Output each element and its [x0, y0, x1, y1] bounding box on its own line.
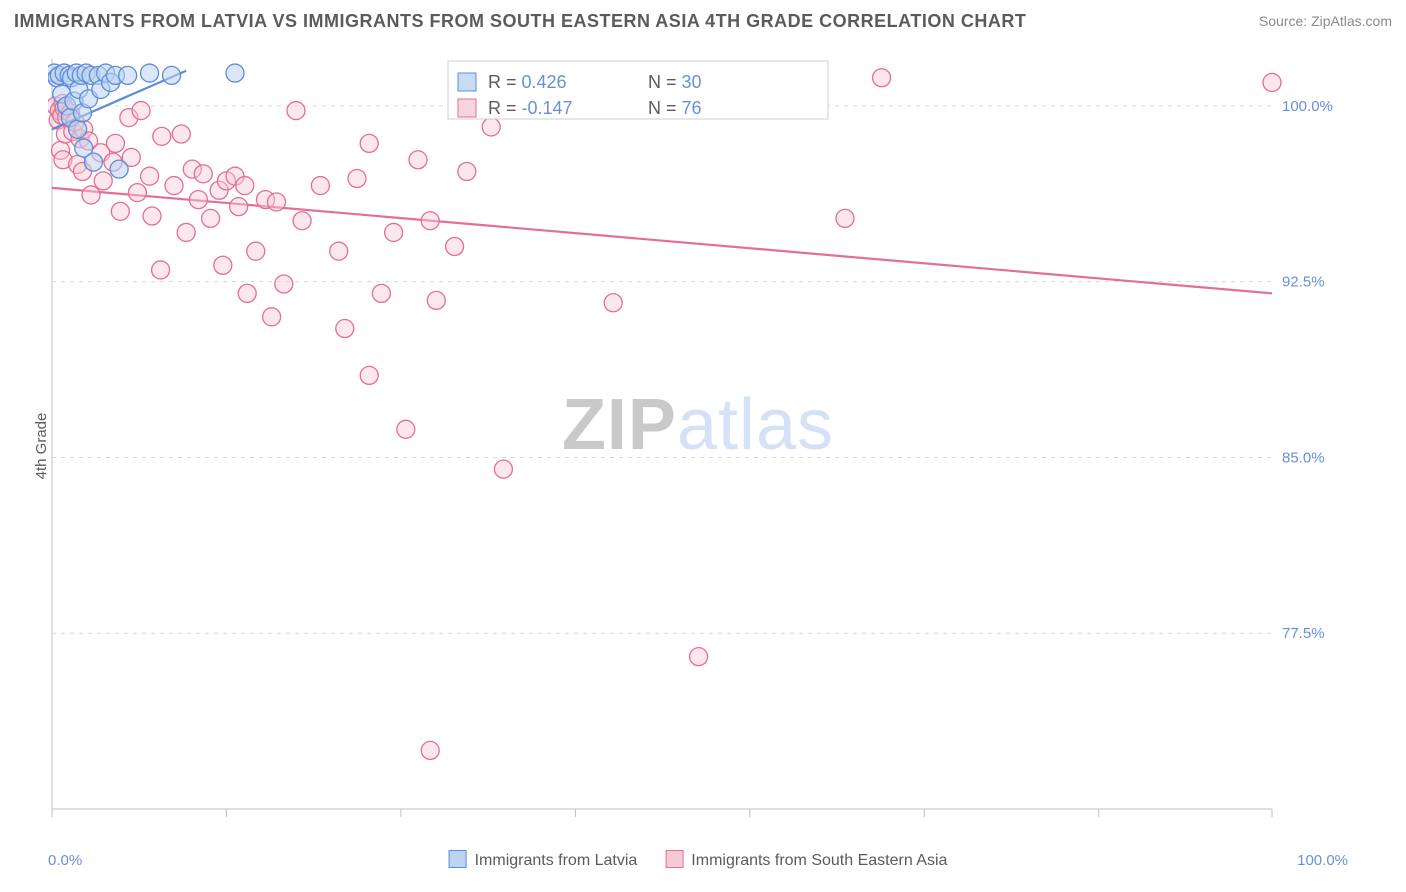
- x-axis-legend-row: 0.0% Immigrants from LatviaImmigrants fr…: [48, 840, 1348, 880]
- scatter-chart: 77.5% 85.0% 92.5% 100.0% R = 0.426 N = 30 R = …: [48, 55, 1348, 825]
- svg-text:R = 0.426: R = 0.426: [488, 72, 567, 92]
- chart-header: IMMIGRANTS FROM LATVIA VS IMMIGRANTS FRO…: [0, 0, 1406, 42]
- svg-text:77.5%: 77.5%: [1282, 625, 1325, 642]
- legend-label-sea: Immigrants from South Eastern Asia: [691, 852, 947, 869]
- legend-item-latvia: Immigrants from Latvia: [449, 850, 638, 870]
- legend-swatch-latvia: [449, 850, 467, 868]
- svg-text:100.0%: 100.0%: [1282, 98, 1333, 115]
- svg-text:N = 76: N = 76: [648, 98, 702, 118]
- chart-source: Source: ZipAtlas.com: [1259, 13, 1392, 29]
- svg-text:92.5%: 92.5%: [1282, 274, 1325, 291]
- series-legend: Immigrants from Latvia Immigrants from So…: [449, 850, 948, 870]
- legend-swatch-sea: [665, 850, 683, 868]
- legend-label-latvia: Immigrants from Latvia: [475, 852, 638, 869]
- svg-text:R = -0.147: R = -0.147: [488, 98, 573, 118]
- legend-item-sea: Immigrants from South Eastern Asia: [665, 850, 947, 870]
- plot-area: 77.5% 85.0% 92.5% 100.0% R = 0.426 N = 30 R = …: [48, 55, 1348, 825]
- svg-text:85.0%: 85.0%: [1282, 449, 1325, 466]
- x-axis-max-label: 100.0%: [1297, 852, 1348, 869]
- chart-title: IMMIGRANTS FROM LATVIA VS IMMIGRANTS FRO…: [14, 11, 1026, 32]
- x-axis-min-label: 0.0%: [48, 852, 82, 869]
- svg-text:N = 30: N = 30: [648, 72, 702, 92]
